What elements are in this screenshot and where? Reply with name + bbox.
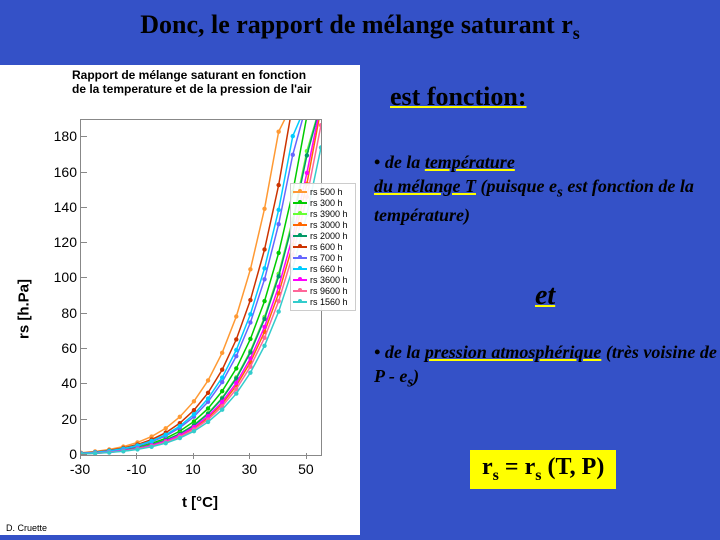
chart-plot-area (80, 119, 322, 456)
slide-title: Donc, le rapport de mélange saturant rs (0, 10, 720, 44)
y-tick: 160 (45, 164, 77, 180)
legend-item: rs 300 h (293, 198, 353, 208)
slide: Donc, le rapport de mélange saturant rs … (0, 0, 720, 540)
y-tick: 140 (45, 199, 77, 215)
bullet-temperature: • de la températuredu mélange T (puisque… (374, 150, 704, 227)
chart-container: Rapport de mélange saturant en fonction … (0, 65, 360, 535)
legend-item: rs 600 h (293, 242, 353, 252)
legend-item: rs 500 h (293, 187, 353, 197)
formula-box: rs = rs (T, P) (470, 450, 616, 489)
y-tick: 60 (45, 340, 77, 356)
x-tick: -10 (116, 461, 156, 477)
y-tick: 180 (45, 128, 77, 144)
legend-item: rs 660 h (293, 264, 353, 274)
y-tick: 100 (45, 269, 77, 285)
x-tick: -30 (60, 461, 100, 477)
bullet-pressure: • de la pression atmosphérique (très voi… (374, 340, 719, 393)
legend-item: rs 3600 h (293, 275, 353, 285)
y-tick: 0 (45, 446, 77, 462)
legend-item: rs 1560 h (293, 297, 353, 307)
y-tick: 20 (45, 411, 77, 427)
chart-author: D. Cruette (6, 523, 47, 533)
x-tick: 30 (229, 461, 269, 477)
chart-title: Rapport de mélange saturant en fonction … (0, 65, 360, 99)
y-tick: 40 (45, 375, 77, 391)
chart-ylabel: rs [h.Pa] (16, 279, 33, 339)
legend-item: rs 9600 h (293, 286, 353, 296)
right-heading: est fonction: (390, 82, 526, 112)
legend-item: rs 3000 h (293, 220, 353, 230)
et-word: et (535, 280, 555, 312)
legend-item: rs 700 h (293, 253, 353, 263)
chart-xlabel: t [°C] (0, 494, 360, 511)
x-tick: 10 (173, 461, 213, 477)
chart-body: rs [h.Pa] rs 500 hrs 300 hrs 3900 hrs 30… (0, 99, 360, 519)
y-tick: 120 (45, 234, 77, 250)
y-tick: 80 (45, 305, 77, 321)
legend-item: rs 3900 h (293, 209, 353, 219)
x-tick: 50 (286, 461, 326, 477)
chart-legend: rs 500 hrs 300 hrs 3900 hrs 3000 hrs 200… (290, 183, 356, 311)
legend-item: rs 2000 h (293, 231, 353, 241)
